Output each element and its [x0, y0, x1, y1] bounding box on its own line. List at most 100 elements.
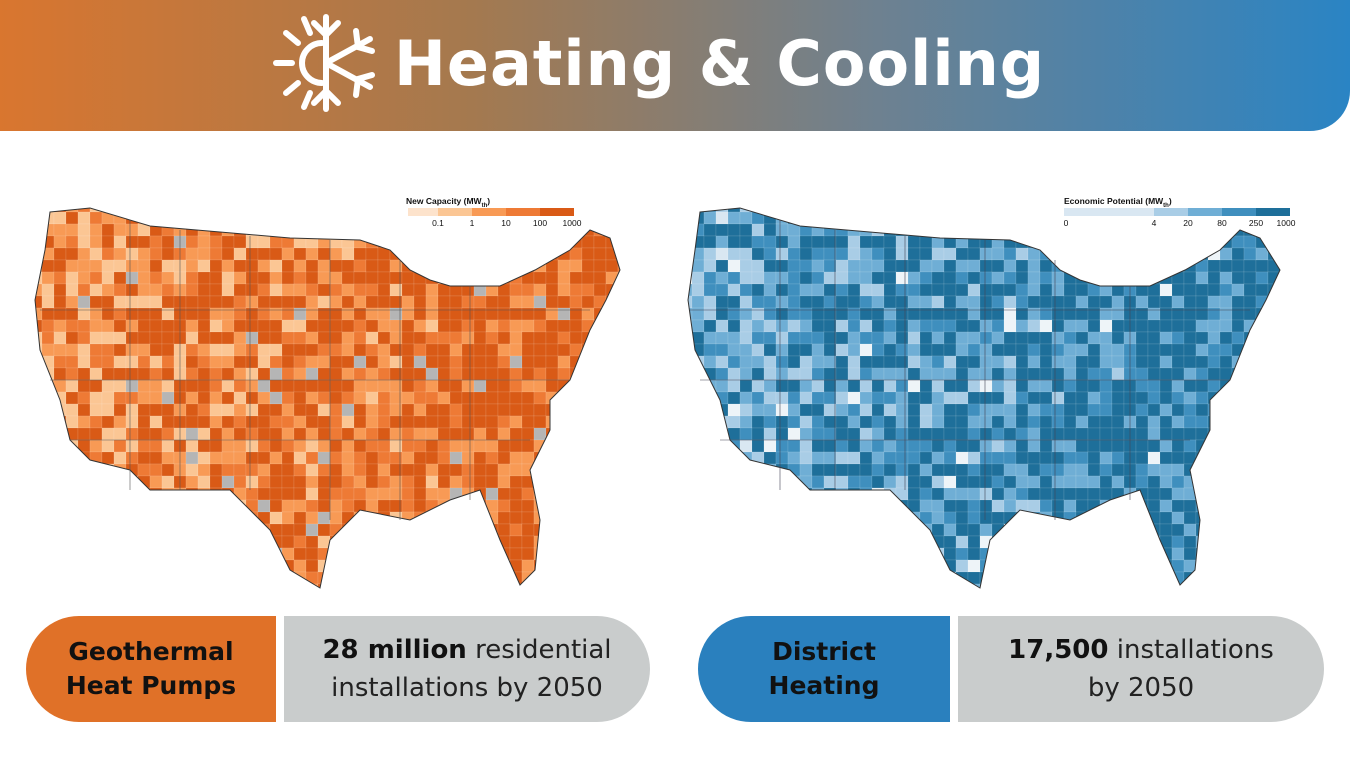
county-cell [101, 391, 115, 405]
county-cell [979, 511, 993, 525]
county-cell [533, 463, 547, 477]
county-cell [919, 391, 933, 405]
county-cell [967, 295, 981, 309]
county-cell [775, 319, 789, 333]
county-cell [245, 355, 259, 369]
county-cell [688, 511, 693, 525]
county-cell [269, 379, 283, 393]
county-cell [703, 475, 717, 489]
county-cell [775, 511, 789, 525]
county-cell [497, 391, 511, 405]
county-cell [739, 583, 753, 588]
county-cell [727, 499, 741, 513]
county-cell [209, 427, 223, 441]
county-cell [1051, 547, 1065, 561]
county-cell [293, 331, 307, 345]
county-cell [907, 331, 921, 345]
county-cell [1171, 367, 1185, 381]
county-cell [907, 223, 921, 237]
county-cell [281, 523, 295, 537]
county-cell [1147, 319, 1161, 333]
county-cell [317, 331, 331, 345]
county-cell [461, 523, 475, 537]
county-cell [763, 487, 777, 501]
county-cell [137, 583, 151, 588]
county-cell [377, 331, 391, 345]
county-cell [485, 463, 499, 477]
county-cell [1027, 415, 1041, 429]
county-cell [89, 571, 103, 585]
county-cell [197, 427, 211, 441]
county-cell [955, 415, 969, 429]
county-cell [1147, 427, 1161, 441]
county-cell [473, 247, 487, 261]
county-cell [473, 343, 487, 357]
county-cell [221, 259, 235, 273]
county-cell [871, 559, 885, 573]
capacity-legend: New Capacity (MWth) 0.1 1 10 100 1000 [406, 196, 582, 228]
county-cell [269, 499, 283, 513]
county-cell [281, 283, 295, 297]
county-cell [1027, 211, 1041, 225]
county-cell [221, 367, 235, 381]
county-cell [1219, 451, 1233, 465]
county-cell [425, 415, 439, 429]
county-cell [1243, 403, 1257, 417]
county-cell [1111, 451, 1125, 465]
county-cell [233, 511, 247, 525]
county-cell [617, 367, 620, 381]
county-cell [811, 355, 825, 369]
county-cell [1039, 487, 1053, 501]
county-cell [113, 208, 127, 213]
county-cell [1135, 295, 1149, 309]
county-cell [413, 439, 427, 453]
county-cell [1171, 547, 1185, 561]
county-cell [257, 583, 271, 588]
county-cell [931, 439, 945, 453]
county-cell [125, 535, 139, 549]
county-cell [919, 415, 933, 429]
county-cell [835, 259, 849, 273]
county-cell [871, 295, 885, 309]
county-cell [1171, 583, 1185, 588]
county-cell [1123, 247, 1137, 261]
county-cell [1171, 259, 1185, 273]
county-cell [233, 559, 247, 573]
county-cell [811, 259, 825, 273]
county-cell [125, 295, 139, 309]
county-cell [979, 247, 993, 261]
county-cell [835, 439, 849, 453]
county-cell [1015, 259, 1029, 273]
county-cell [979, 439, 993, 453]
county-cell [65, 391, 79, 405]
county-cell [509, 523, 523, 537]
legend-tick-label: 1000 [563, 218, 582, 228]
county-cell [377, 367, 391, 381]
county-cell [751, 547, 765, 561]
county-cell [1243, 415, 1257, 429]
county-cell [353, 535, 367, 549]
county-cell [605, 331, 619, 345]
county-cell [1099, 535, 1113, 549]
county-cell [521, 247, 535, 261]
county-cell [1051, 247, 1065, 261]
county-cell [1279, 415, 1280, 429]
county-cell [835, 283, 849, 297]
county-cell [53, 427, 67, 441]
county-cell [1183, 499, 1197, 513]
county-cell [605, 523, 619, 537]
county-cell [799, 523, 813, 537]
county-cell [1099, 463, 1113, 477]
county-cell [715, 583, 729, 588]
county-cell [751, 247, 765, 261]
county-cell [461, 295, 475, 309]
county-cell [581, 511, 595, 525]
county-cell [691, 295, 705, 309]
county-cell [727, 415, 741, 429]
county-cell [1099, 235, 1113, 249]
county-cell [245, 583, 259, 588]
county-cell [739, 439, 753, 453]
county-cell [1279, 547, 1280, 561]
county-cell [161, 499, 175, 513]
county-cell [137, 319, 151, 333]
